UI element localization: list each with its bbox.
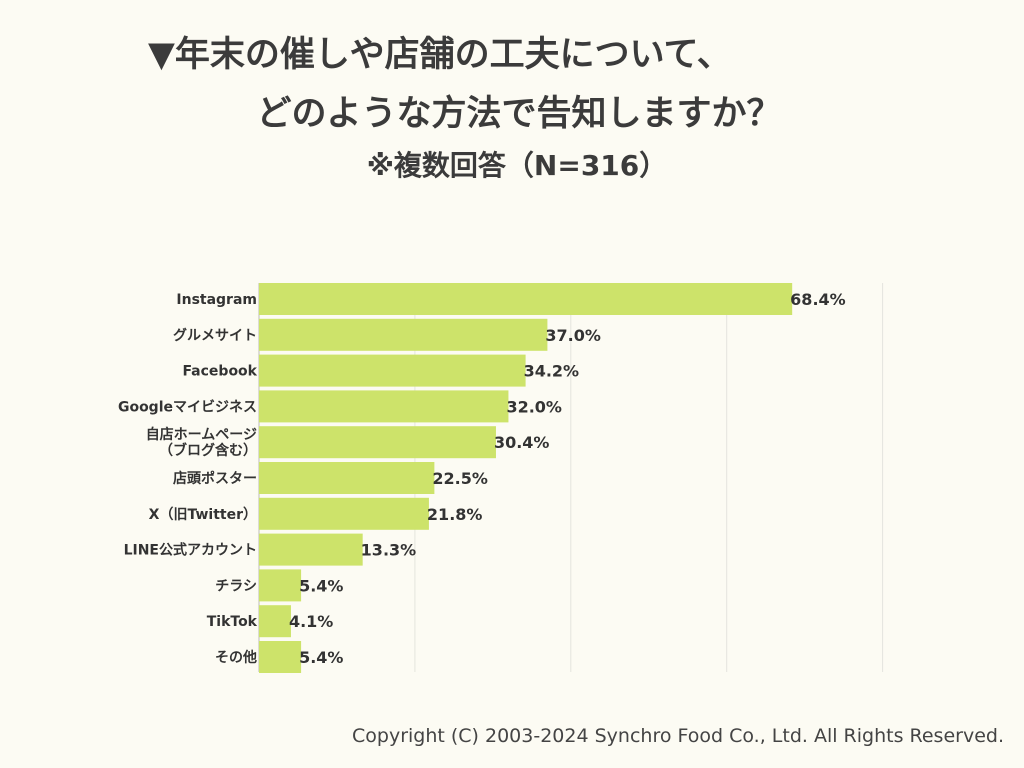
bar-0 [259, 283, 793, 315]
bar-9 [259, 605, 291, 638]
category-label-9: TikTok [207, 614, 258, 630]
value-label-0: 68.4% [790, 290, 846, 309]
value-labels: 68.4% 37.0% 34.2% 32.0% 30.4% 22.5% 21.8% 13.3%… [289, 290, 846, 667]
category-label-5: 店頭ポスター [173, 470, 257, 487]
category-label-7: LINE公式アカウント [124, 542, 257, 559]
bar-7 [259, 533, 363, 566]
copyright-notice: Copyright (C) 2003-2024 Synchro Food Co.… [352, 725, 1004, 747]
category-label-6: X（旧Twitter） [149, 507, 257, 523]
bar-5 [259, 462, 435, 494]
bars [259, 283, 793, 673]
chart-title-line-2: どのような方法で告知しますか？ [256, 94, 782, 134]
value-label-2: 34.2% [524, 362, 580, 381]
chart-subtitle: ※複数回答（N=316） [366, 149, 668, 182]
category-label-4-line-1: （ブログ含む） [159, 442, 257, 459]
category-labels: Instagram グルメサイト Facebook Googleマイビジネス自店ホーム… [118, 292, 258, 666]
bar-10 [259, 641, 302, 673]
bar-4 [259, 426, 496, 459]
value-label-9: 4.1% [289, 612, 333, 631]
value-label-7: 13.3% [361, 541, 417, 560]
value-label-4: 30.4% [494, 433, 550, 452]
value-label-1: 37.0% [545, 326, 601, 345]
bar-8 [259, 569, 302, 602]
category-label-0: Instagram [176, 292, 257, 308]
bar-2 [259, 354, 526, 387]
category-label-1: グルメサイト [173, 327, 257, 344]
bar-3 [259, 390, 509, 423]
category-label-8: チラシ [215, 578, 257, 594]
category-label-3: Googleマイビジネス [118, 399, 257, 415]
value-label-8: 5.4% [299, 576, 343, 595]
chart-title-line-1: ▼年末の催しや店舗の工夫について、 [148, 35, 732, 75]
value-label-10: 5.4% [299, 648, 343, 667]
category-label-2: Facebook [182, 364, 257, 380]
value-label-3: 32.0% [506, 397, 562, 416]
value-label-6: 21.8% [427, 505, 483, 524]
category-label-10: その他 [215, 649, 257, 666]
bar-6 [259, 497, 429, 530]
category-label-4-line-0: 自店ホームページ [146, 426, 257, 443]
value-label-5: 22.5% [432, 469, 488, 488]
bar-1 [259, 318, 548, 351]
